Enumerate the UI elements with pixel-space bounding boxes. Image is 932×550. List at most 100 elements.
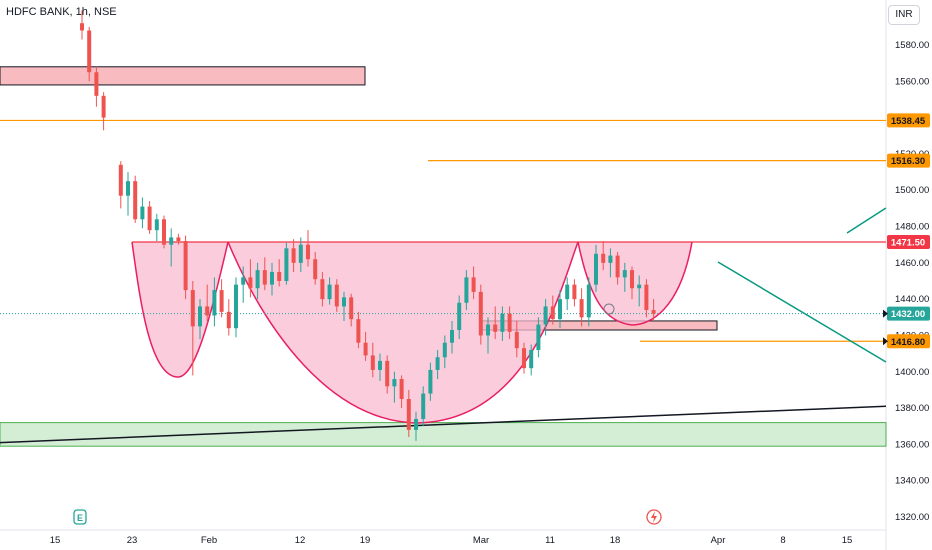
candle [586, 277, 591, 327]
candle [101, 92, 106, 131]
candle-body [140, 206, 145, 220]
candle-body [313, 259, 318, 280]
y-tick-label: 1320.00 [895, 512, 929, 523]
x-tick-label: 15 [50, 535, 61, 546]
candle-body [234, 284, 238, 329]
candle [291, 239, 296, 272]
candle-body [406, 399, 411, 430]
candle-body [212, 290, 217, 316]
dividend-icon [646, 509, 662, 525]
candle [270, 262, 274, 296]
y-tick-label: 1560.00 [895, 76, 929, 87]
trend-line-teal-up [846, 207, 887, 234]
candle [457, 295, 462, 340]
candle-body [183, 241, 188, 291]
candle-body [630, 270, 634, 289]
price-badge-current: 1432.00 [883, 306, 930, 321]
candle-body [464, 277, 469, 303]
candle-body [435, 357, 440, 370]
candle-body [608, 255, 613, 263]
candle [133, 175, 138, 223]
price-badge-red: 1471.50 [887, 234, 930, 249]
candle-body [493, 324, 498, 332]
candle-body [572, 284, 577, 300]
axis-pointer [883, 309, 888, 318]
candle [262, 257, 267, 291]
candle [543, 299, 548, 336]
candle [226, 299, 231, 336]
y-tick-label: 1400.00 [895, 367, 929, 378]
price-badge-orange: 1516.30 [887, 153, 930, 168]
candle-body [176, 237, 181, 242]
candle [435, 349, 440, 380]
candle-body [507, 313, 512, 332]
symbol-title[interactable]: HDFC BANK, 1h, NSE [6, 6, 117, 18]
candle [550, 295, 555, 325]
candle-body [637, 284, 642, 289]
price-badge-label: 1416.80 [891, 337, 925, 348]
candle [464, 270, 469, 311]
candle [306, 230, 310, 267]
candle-body [262, 270, 267, 285]
price-badge-orange: 1538.45 [887, 113, 930, 128]
candle-body [248, 277, 253, 289]
candle-body [154, 219, 159, 231]
candle [529, 344, 534, 376]
candle [219, 279, 224, 318]
candle [514, 320, 519, 358]
candle-body [205, 306, 210, 316]
candle [118, 161, 123, 209]
candle [234, 277, 238, 338]
candle-body [457, 302, 462, 331]
price-badge-bg [887, 234, 930, 249]
x-tick-label: 15 [842, 535, 853, 546]
candle-body [579, 299, 584, 318]
candle [190, 281, 195, 376]
candle-body [327, 284, 332, 300]
dividend-icon-bolt [651, 511, 657, 523]
candle [579, 288, 584, 327]
candle-body [270, 271, 274, 285]
candle-body [80, 23, 84, 31]
y-tick-label: 1480.00 [895, 222, 929, 233]
candle [536, 317, 541, 358]
candle [421, 386, 426, 427]
candle-body [334, 284, 339, 307]
price-badge-label: 1538.45 [891, 116, 926, 127]
candle [334, 279, 339, 312]
candle [80, 10, 84, 40]
candle-body [414, 418, 418, 430]
candle-body [558, 299, 562, 320]
y-tick-label: 1580.00 [895, 40, 929, 51]
x-tick-label: 19 [360, 535, 371, 546]
candle [241, 266, 246, 303]
candle-body [543, 306, 548, 325]
candle-body [126, 181, 130, 196]
candle-body [586, 284, 591, 318]
x-tick-label: Feb [201, 535, 217, 546]
earnings-icon-letter: E [77, 513, 83, 523]
candle-body [644, 284, 649, 311]
zone-red [0, 66, 366, 86]
y-tick-label: 1440.00 [895, 294, 929, 305]
candle-body [478, 291, 483, 336]
candle-body [370, 355, 375, 370]
currency-selector[interactable]: INR [888, 5, 920, 25]
candle-body [450, 330, 454, 343]
candle [154, 213, 159, 242]
candle-body [514, 331, 519, 349]
candle-body [550, 306, 555, 320]
candle [140, 197, 145, 229]
candle-body [349, 297, 354, 320]
x-tick-label: 12 [295, 535, 306, 546]
earnings-icon: E [73, 509, 87, 525]
axis-pointer [883, 337, 888, 346]
candle-body [190, 290, 195, 327]
candle-body [428, 369, 433, 394]
candle [500, 306, 505, 341]
candle [255, 262, 260, 300]
candle-body [442, 342, 447, 358]
candle-body [284, 248, 289, 281]
candle [399, 375, 404, 409]
